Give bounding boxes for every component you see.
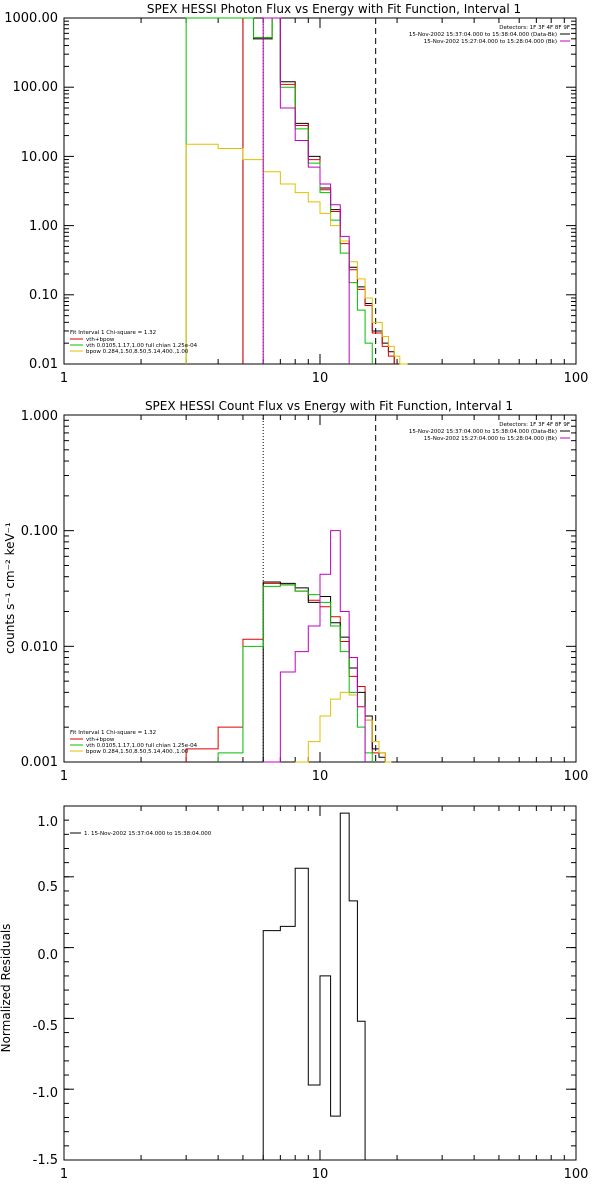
count-flux-series-background: [263, 530, 366, 763]
count-flux-y-tick-3: 1.000: [21, 409, 58, 424]
photon-flux-title: SPEX HESSI Photon Flux vs Energy with Fi…: [147, 2, 521, 16]
count-flux-x-tick-1: 10: [312, 769, 329, 784]
photon-flux-series-bpow: [185, 143, 408, 365]
photon-flux-series-model: [242, 17, 395, 364]
residuals-x-tick-0: 1: [60, 1167, 68, 1182]
residuals-y-tick-5: 1.0: [37, 815, 58, 830]
residuals-y-tick-1: -1.0: [33, 1086, 58, 1101]
residuals-panel: Normalized Residuals -1.5 -1.0 -0.5 0.0 …: [0, 805, 589, 1182]
count-flux-legend-detectors: Detectors: 1F 3F 4F 8F 9F: [499, 422, 570, 428]
residuals-y-tick-4: 0.5: [37, 880, 58, 895]
count-flux-legend-data-interval: 15-Nov-2002 15:37:04.000 to 15:38:04.000…: [409, 429, 557, 435]
count-flux-y-label: counts s⁻¹ cm⁻² keV⁻¹: [3, 522, 17, 654]
photon-flux-y-tick-1: 0.10: [29, 288, 58, 303]
photon-flux-legend-bk-interval: 15-Nov-2002 15:27:04.000 to 15:28:04.000…: [424, 39, 557, 45]
count-flux-legend-bpow: bpow 0.284,1.50,8.50,5.14,400.,1.00: [86, 749, 189, 755]
photon-flux-legend-detectors: Detectors: 1F 3F 4F 8F 9F: [499, 25, 570, 31]
count-flux-legend-model: vth+bpow: [86, 737, 115, 743]
photon-flux-x-tick-2: 100: [564, 371, 589, 386]
photon-flux-series: [185, 17, 408, 365]
photon-flux-y-tick-3: 10.00: [21, 150, 58, 165]
residuals-y-label: Normalized Residuals: [0, 924, 13, 1053]
residuals-x-tick-2: 100: [564, 1167, 589, 1182]
count-flux-y-tick-0: 0.001: [21, 755, 58, 770]
count-flux-y-tick-2: 0.100: [21, 524, 58, 539]
photon-flux-y-tick-4: 100.00: [13, 80, 59, 95]
photon-flux-x-tick-1: 10: [312, 371, 329, 386]
residuals-y-tick-3: 0.0: [37, 948, 58, 963]
photon-flux-series-vth: [185, 17, 373, 364]
count-flux-series-bpow: [295, 691, 392, 763]
count-flux-legend-bk-interval: 15-Nov-2002 15:27:04.000 to 15:28:04.000…: [424, 436, 557, 442]
count-flux-reference-lines: [262, 415, 377, 762]
count-flux-x-tick-2: 100: [564, 769, 589, 784]
residuals-series: [262, 812, 376, 1161]
photon-flux-legend-vth: vth 0.0105,1.17,1.00 full chian 1.25e-04: [86, 343, 198, 349]
count-flux-title: SPEX HESSI Count Flux vs Energy with Fit…: [145, 399, 513, 413]
count-flux-series: [185, 530, 392, 763]
count-flux-legend-fit: Fit Interval 1 Chi-square = 1.32: [70, 730, 156, 736]
count-flux-x-tick-0: 1: [60, 769, 68, 784]
photon-flux-legend-data-interval: 15-Nov-2002 15:37:04.000 to 15:38:04.000…: [409, 32, 557, 38]
photon-flux-x-tick-0: 1: [60, 371, 68, 386]
photon-flux-y-tick-0: 0.01: [29, 357, 58, 372]
count-flux-legend-vth: vth 0.0105,1.17,1.00 full chian 1.25e-04: [86, 743, 198, 749]
residuals-y-tick-2: -0.5: [33, 1019, 58, 1034]
photon-flux-legend-bpow: bpow 0.284,1.50,8.50,5.14,400.,1.00: [86, 349, 189, 355]
count-flux-panel: SPEX HESSI Count Flux vs Energy with Fit…: [3, 399, 588, 784]
photon-flux-series-total: [242, 17, 395, 364]
residuals-y-tick-0: -1.5: [33, 1153, 58, 1168]
count-flux-ticks: [63, 414, 577, 763]
photon-flux-series-background: [262, 17, 350, 364]
photon-flux-y-tick-5: 1000.00: [4, 11, 58, 26]
residuals-x-tick-1: 10: [312, 1167, 329, 1182]
residuals-legend-interval: 1. 15-Nov-2002 15:37:04.000 to 15:38:04.…: [84, 831, 212, 837]
photon-flux-panel: SPEX HESSI Photon Flux vs Energy with Fi…: [4, 2, 588, 386]
photon-flux-legend-fit: Fit Interval 1 Chi-square = 1.32: [70, 330, 156, 336]
count-flux-series-model: [185, 582, 392, 763]
residuals-series-total: [262, 812, 376, 1161]
count-flux-y-tick-1: 0.010: [21, 640, 58, 655]
photon-flux-legend-model: vth+bpow: [86, 337, 115, 343]
residuals-ticks: [63, 805, 577, 1161]
photon-flux-y-tick-2: 1.00: [29, 219, 58, 234]
